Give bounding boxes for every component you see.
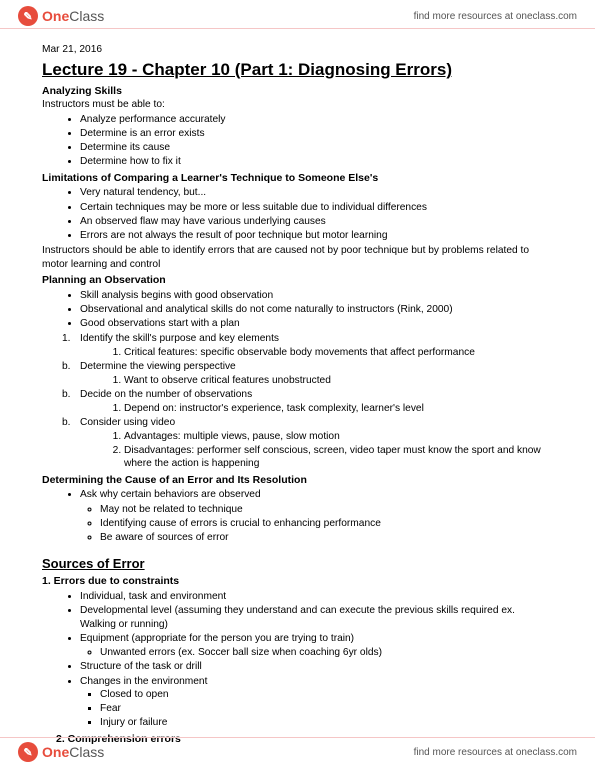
- header-resources-link[interactable]: find more resources at oneclass.com: [414, 11, 577, 22]
- list-item: Identify the skill's purpose and key ele…: [62, 332, 553, 360]
- list-item-label: Equipment (appropriate for the person yo…: [80, 633, 354, 644]
- list-item: Very natural tendency, but...: [80, 186, 553, 200]
- list-limitations: Very natural tendency, but... Certain te…: [42, 186, 553, 243]
- brand-name: OneClass: [42, 744, 104, 760]
- list-item: Changes in the environment Closed to ope…: [80, 675, 553, 730]
- list-item-label: Ask why certain behaviors are observed: [80, 489, 261, 500]
- list-item-label: Determine the viewing perspective: [80, 361, 236, 372]
- list-item: Be aware of sources of error: [100, 531, 553, 545]
- list-item: Consider using video Advantages: multipl…: [62, 416, 553, 471]
- list-item: Unwanted errors (ex. Soccer ball size wh…: [100, 646, 553, 660]
- list-item: Disadvantages: performer self conscious,…: [124, 444, 553, 472]
- document-date: Mar 21, 2016: [42, 43, 553, 57]
- pencil-icon: ✎: [18, 6, 38, 26]
- list-item-label: Decide on the number of observations: [80, 389, 252, 400]
- brand-name: OneClass: [42, 8, 104, 24]
- sub-list: Closed to open Fear Injury or failure: [80, 688, 553, 729]
- list-cause: Ask why certain behaviors are observed M…: [42, 488, 553, 545]
- sub-list: Unwanted errors (ex. Soccer ball size wh…: [80, 646, 553, 660]
- list-item: Equipment (appropriate for the person yo…: [80, 632, 553, 660]
- sub-list: Advantages: multiple views, pause, slow …: [80, 430, 553, 471]
- list-constraints: Individual, task and environment Develop…: [42, 590, 553, 730]
- list-item-label: Changes in the environment: [80, 676, 207, 687]
- list-planning-steps: Identify the skill's purpose and key ele…: [42, 332, 553, 471]
- list-analyzing-skills: Analyze performance accurately Determine…: [42, 113, 553, 170]
- pencil-icon: ✎: [18, 742, 38, 762]
- list-item: Analyze performance accurately: [80, 113, 553, 127]
- list-item: Certain techniques may be more or less s…: [80, 201, 553, 215]
- list-item: Determine the viewing perspective Want t…: [62, 360, 553, 388]
- list-item: Want to observe critical features unobst…: [124, 374, 553, 388]
- page-header: ✎ OneClass find more resources at onecla…: [0, 0, 595, 29]
- list-item: Observational and analytical skills do n…: [80, 303, 553, 317]
- section-heading-analyzing-skills: Analyzing Skills: [42, 84, 553, 98]
- list-item: Ask why certain behaviors are observed M…: [80, 488, 553, 545]
- page-footer: ✎ OneClass find more resources at onecla…: [0, 737, 595, 770]
- list-item: Determine is an error exists: [80, 127, 553, 141]
- list-item: Critical features: specific observable b…: [124, 346, 553, 360]
- list-item: Skill analysis begins with good observat…: [80, 289, 553, 303]
- section-heading-planning: Planning an Observation: [42, 273, 553, 287]
- list-item: Identifying cause of errors is crucial t…: [100, 517, 553, 531]
- sub-list: Want to observe critical features unobst…: [80, 374, 553, 388]
- section-heading-limitations: Limitations of Comparing a Learner's Tec…: [42, 171, 553, 185]
- list-item-label: Consider using video: [80, 417, 175, 428]
- brand-logo[interactable]: ✎ OneClass: [18, 6, 104, 26]
- footer-resources-link[interactable]: find more resources at oneclass.com: [414, 747, 577, 758]
- list-item: Closed to open: [100, 688, 553, 702]
- list-item: Decide on the number of observations Dep…: [62, 388, 553, 416]
- list-item: Advantages: multiple views, pause, slow …: [124, 430, 553, 444]
- subsection-heading-constraints: 1. Errors due to constraints: [42, 574, 553, 588]
- list-item: Errors are not always the result of poor…: [80, 229, 553, 243]
- list-item: Determine how to fix it: [80, 155, 553, 169]
- paragraph: Instructors should be able to identify e…: [42, 244, 553, 272]
- section-intro: Instructors must be able to:: [42, 98, 553, 112]
- section-heading-sources: Sources of Error: [42, 555, 553, 573]
- sub-list: May not be related to technique Identify…: [80, 503, 553, 545]
- list-item: Fear: [100, 702, 553, 716]
- list-item: May not be related to technique: [100, 503, 553, 517]
- list-item: Good observations start with a plan: [80, 317, 553, 331]
- list-item: An observed flaw may have various underl…: [80, 215, 553, 229]
- section-heading-cause: Determining the Cause of an Error and It…: [42, 473, 553, 487]
- list-planning-intro: Skill analysis begins with good observat…: [42, 289, 553, 331]
- document-title: Lecture 19 - Chapter 10 (Part 1: Diagnos…: [42, 59, 553, 82]
- list-item-label: Identify the skill's purpose and key ele…: [80, 333, 279, 344]
- document-body: Mar 21, 2016 Lecture 19 - Chapter 10 (Pa…: [0, 29, 595, 754]
- list-item: Developmental level (assuming they under…: [80, 604, 553, 632]
- brand-logo[interactable]: ✎ OneClass: [18, 742, 104, 762]
- list-item: Determine its cause: [80, 141, 553, 155]
- list-item: Injury or failure: [100, 716, 553, 730]
- list-item: Individual, task and environment: [80, 590, 553, 604]
- list-item: Depend on: instructor's experience, task…: [124, 402, 553, 416]
- list-item: Structure of the task or drill: [80, 660, 553, 674]
- sub-list: Critical features: specific observable b…: [80, 346, 553, 360]
- sub-list: Depend on: instructor's experience, task…: [80, 402, 553, 416]
